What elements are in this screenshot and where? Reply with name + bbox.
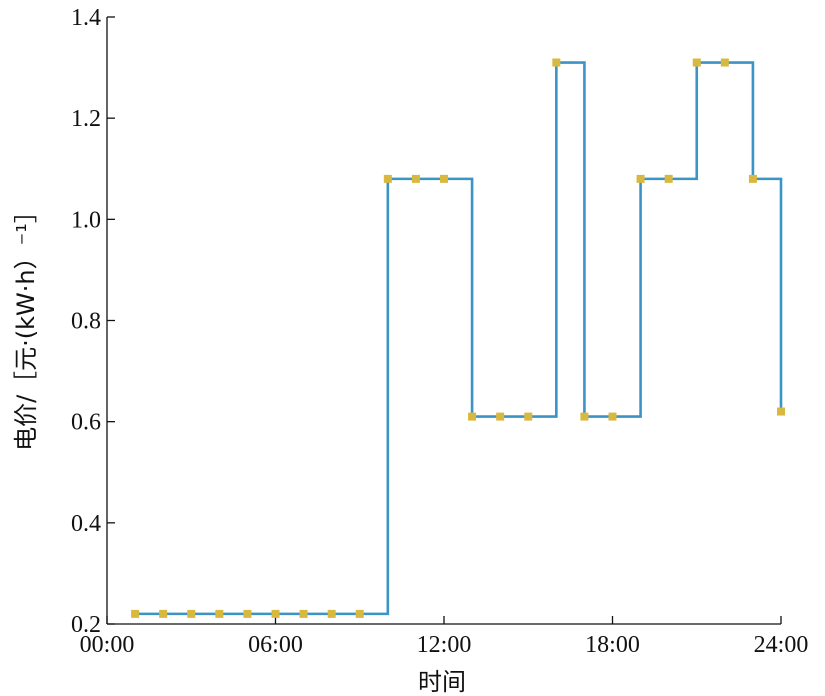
plot-area: [131, 58, 785, 618]
data-point: [524, 412, 533, 421]
data-point: [748, 174, 757, 183]
data-point: [552, 58, 561, 67]
y-tick-label: 0.2: [71, 612, 101, 638]
axes: 0.2 0.4 0.6 0.8 1.0 1.2 1.4 00:00 06:00 12:00 18:0…: [71, 5, 808, 658]
x-tick-label: 00:00: [80, 632, 135, 658]
data-point: [664, 174, 673, 183]
series-line: [135, 61, 783, 616]
data-point: [187, 609, 196, 618]
x-axis-label: 时间: [418, 668, 466, 696]
y-tick-label: 1.2: [71, 106, 101, 132]
y-axis-label: 电价/［元·(kW·h）⁻¹］: [12, 199, 40, 451]
data-point: [271, 609, 280, 618]
data-point: [720, 58, 729, 67]
data-point: [215, 609, 224, 618]
data-point: [692, 58, 701, 67]
data-point: [580, 412, 589, 421]
data-point: [440, 174, 448, 183]
data-point: [159, 609, 168, 618]
y-tick-label: 0.4: [71, 511, 101, 537]
data-point: [383, 174, 392, 183]
x-tick-label: 06:00: [248, 632, 303, 658]
x-tick-label: 24:00: [754, 632, 809, 658]
data-point: [777, 407, 785, 416]
y-tick-label: 1.0: [71, 207, 101, 233]
data-point: [131, 609, 140, 618]
data-point: [636, 174, 645, 183]
data-point: [608, 412, 617, 421]
y-tick-label: 0.8: [71, 309, 101, 335]
x-tick-label: 12:00: [417, 632, 472, 658]
data-point: [355, 609, 364, 618]
data-point: [496, 412, 505, 421]
data-point: [411, 174, 420, 183]
data-point: [468, 412, 477, 421]
y-tick-label: 1.4: [71, 5, 101, 31]
x-tick-label: 18:00: [585, 632, 640, 658]
data-point: [299, 609, 308, 618]
y-tick-label: 0.6: [71, 410, 101, 436]
data-point: [243, 609, 252, 618]
data-point: [327, 609, 336, 618]
